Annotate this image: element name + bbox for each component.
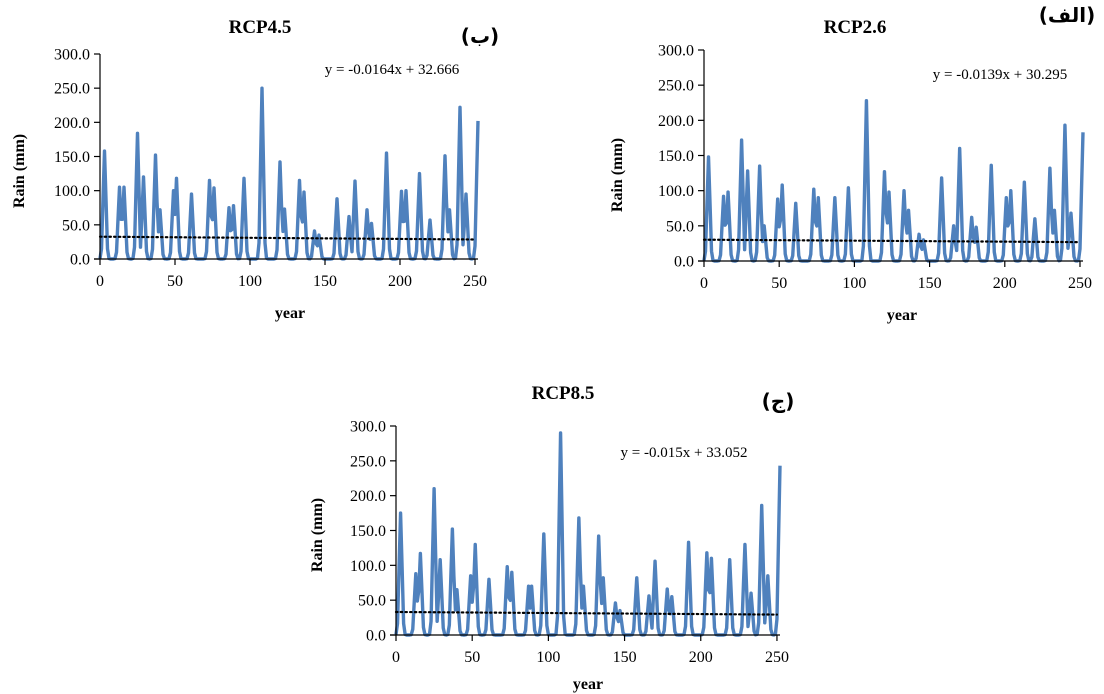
x-tick-label: 50 — [167, 273, 183, 290]
x-tick-label: 0 — [392, 649, 400, 666]
y-tick-label: 100.0 — [54, 183, 90, 200]
y-tick-label: 300.0 — [658, 43, 694, 60]
y-tick-label: 100.0 — [658, 183, 694, 200]
panel-tag: (الف) — [1039, 3, 1095, 27]
chart-rcp85: RCP8.5 (ج) y = -0.015x + 33.052 Rain (mm… — [309, 383, 794, 693]
x-tick-label: 200 — [689, 649, 713, 666]
trendline — [394, 610, 779, 616]
y-tick-label: 300.0 — [54, 47, 90, 64]
x-tick-label: 200 — [388, 273, 412, 290]
trendline — [702, 238, 1082, 244]
y-axis-label: Rain (mm) — [609, 138, 626, 212]
x-tick-label: 250 — [1068, 275, 1092, 292]
y-tick-label: 200.0 — [350, 488, 386, 505]
y-tick-label: 150.0 — [350, 523, 386, 540]
x-tick-label: 150 — [613, 649, 637, 666]
y-tick-label: 250.0 — [350, 453, 386, 470]
y-tick-label: 150.0 — [54, 149, 90, 166]
y-tick-label: 100.0 — [350, 558, 386, 575]
x-tick-label: 150 — [313, 273, 337, 290]
trendline — [98, 235, 477, 241]
y-tick-label: 200.0 — [54, 115, 90, 132]
y-tick-label: 0.0 — [70, 252, 90, 269]
x-axis-label: year — [275, 305, 305, 322]
rain-series-line — [394, 431, 782, 637]
x-tick-label: 50 — [464, 649, 480, 666]
y-tick-label: 200.0 — [658, 113, 694, 130]
chart-title: RCP2.6 — [824, 17, 887, 38]
x-axis-label: year — [573, 676, 603, 693]
y-tick-label: 150.0 — [658, 148, 694, 165]
x-tick-label: 0 — [96, 273, 104, 290]
y-axis-label: Rain (mm) — [309, 498, 326, 572]
x-tick-label: 250 — [765, 649, 789, 666]
x-tick-label: 100 — [842, 275, 866, 292]
x-axis-label: year — [887, 307, 917, 324]
x-tick-label: 250 — [463, 273, 487, 290]
x-tick-label: 100 — [238, 273, 262, 290]
rain-series-line — [98, 86, 480, 261]
y-tick-label: 0.0 — [674, 254, 694, 271]
x-tick-label: 200 — [993, 275, 1017, 292]
rain-series-line — [702, 98, 1085, 263]
y-tick-label: 250.0 — [658, 78, 694, 95]
x-tick-label: 50 — [771, 275, 787, 292]
y-tick-label: 50.0 — [62, 217, 90, 234]
chart-title: RCP4.5 — [229, 17, 292, 38]
panel-tag: (ج) — [762, 389, 795, 413]
trendline-equation: y = -0.015x + 33.052 — [621, 445, 748, 461]
y-tick-label: 0.0 — [366, 628, 386, 645]
y-axis-label: Rain (mm) — [11, 134, 28, 208]
chart-title: RCP8.5 — [532, 383, 595, 404]
chart-rcp26: RCP2.6 (الف) y = -0.0139x + 30.295 Rain … — [609, 3, 1095, 324]
y-tick-label: 300.0 — [350, 419, 386, 436]
trendline-equation: y = -0.0164x + 32.666 — [325, 62, 460, 78]
panel-tag: (ب) — [461, 24, 499, 48]
chart-rcp45: RCP4.5 (ب) y = -0.0164x + 32.666 Rain (m… — [11, 17, 499, 322]
y-tick-label: 50.0 — [358, 593, 386, 610]
y-tick-label: 250.0 — [54, 81, 90, 98]
x-tick-label: 0 — [700, 275, 708, 292]
x-tick-label: 100 — [536, 649, 560, 666]
trendline-equation: y = -0.0139x + 30.295 — [933, 67, 1067, 83]
y-tick-label: 50.0 — [666, 218, 694, 235]
x-tick-label: 150 — [918, 275, 942, 292]
